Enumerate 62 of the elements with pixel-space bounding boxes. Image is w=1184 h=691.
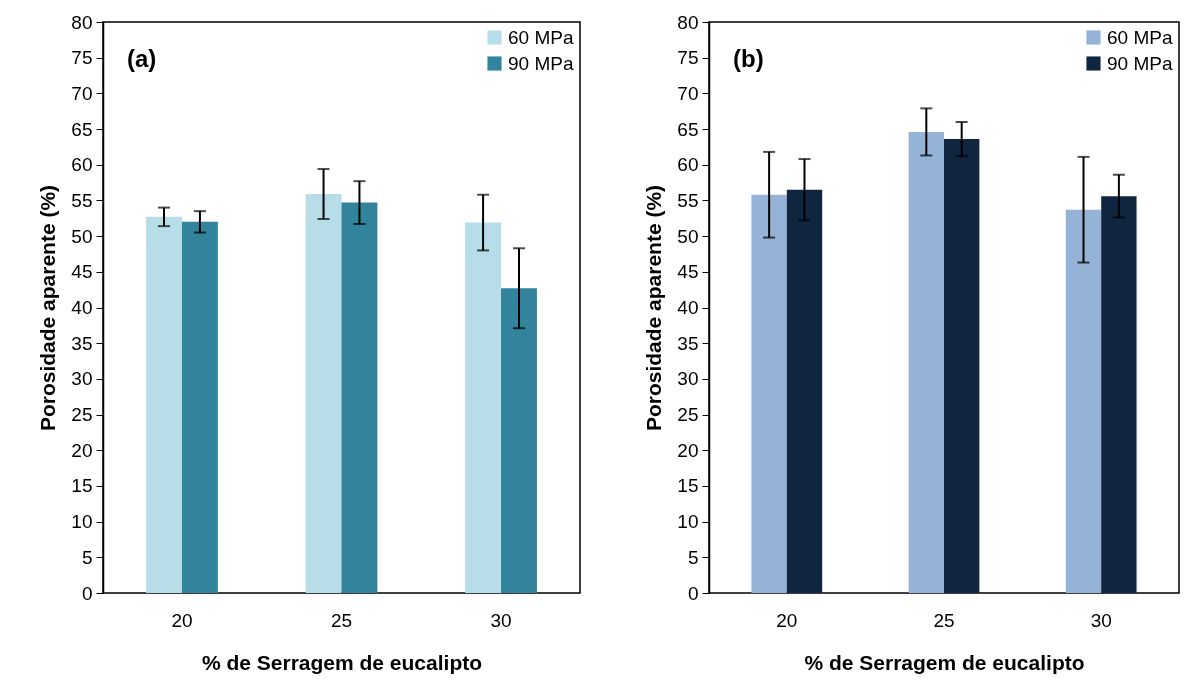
y-tick-label: 75	[71, 47, 93, 69]
legend-label: 90 MPa	[508, 52, 574, 74]
y-tick-label: 25	[71, 404, 93, 426]
x-axis-title: % de Serragem de eucalipto	[804, 650, 1085, 674]
bar	[944, 139, 980, 593]
y-tick-label: 10	[71, 511, 93, 533]
bar	[908, 131, 944, 593]
x-tick-label: 30	[490, 609, 512, 631]
y-tick-label: 40	[677, 297, 699, 318]
legend-label: 60 MPa	[1107, 26, 1173, 48]
x-tick-label: 30	[1090, 609, 1112, 631]
x-tick-label: 25	[330, 609, 353, 631]
y-tick-label: 30	[71, 368, 93, 390]
bar	[751, 194, 787, 593]
bar	[501, 288, 537, 593]
bar	[1065, 209, 1102, 593]
x-axis-title: % de Serragem de eucalipto	[201, 650, 483, 674]
y-tick-label: 60	[677, 154, 699, 176]
y-tick-label: 5	[81, 546, 93, 568]
y-tick-label: 65	[71, 118, 93, 140]
y-tick-label: 5	[687, 546, 699, 568]
legend-label: 90 MPa	[1107, 52, 1173, 74]
y-tick-label: 50	[677, 225, 699, 247]
annotation: (b)	[733, 45, 764, 72]
bar	[305, 194, 342, 593]
y-tick-label: 0	[81, 582, 93, 604]
y-tick-label: 45	[677, 261, 699, 283]
y-tick-label: 25	[677, 404, 699, 426]
y-tick-label: 70	[677, 82, 699, 104]
y-tick-label: 40	[71, 297, 93, 318]
x-tick-label: 20	[776, 609, 798, 631]
bar	[181, 221, 218, 593]
y-axis-title: Porosidade aparente (%)	[642, 184, 666, 432]
bar	[1101, 196, 1137, 593]
y-tick-label: 30	[677, 368, 699, 390]
y-tick-label: 10	[677, 511, 699, 533]
y-tick-label: 55	[677, 189, 699, 211]
bar	[146, 216, 182, 593]
annotation: (a)	[127, 45, 157, 72]
y-tick-label: 45	[71, 261, 93, 283]
bar	[465, 222, 502, 593]
y-tick-label: 15	[677, 475, 699, 497]
y-tick-label: 60	[71, 154, 93, 176]
y-tick-label: 50	[71, 225, 93, 247]
y-tick-label: 20	[71, 439, 93, 461]
y-tick-label: 65	[677, 118, 699, 140]
y-tick-label: 70	[71, 82, 93, 104]
y-tick-label: 35	[71, 332, 93, 354]
y-tick-label: 20	[677, 439, 699, 461]
x-tick-label: 25	[933, 609, 955, 631]
y-tick-label: 0	[687, 582, 699, 604]
y-tick-label: 80	[71, 11, 93, 33]
y-axis-title: Porosidade aparente (%)	[36, 184, 60, 432]
y-tick-label: 15	[71, 475, 93, 497]
y-tick-label: 55	[71, 189, 93, 211]
bar	[341, 202, 378, 593]
y-tick-label: 80	[677, 11, 699, 33]
legend-label: 60 MPa	[508, 26, 574, 48]
bar	[786, 189, 823, 593]
y-tick-label: 75	[677, 47, 699, 69]
y-tick-label: 35	[677, 332, 699, 354]
x-tick-label: 20	[171, 609, 193, 631]
